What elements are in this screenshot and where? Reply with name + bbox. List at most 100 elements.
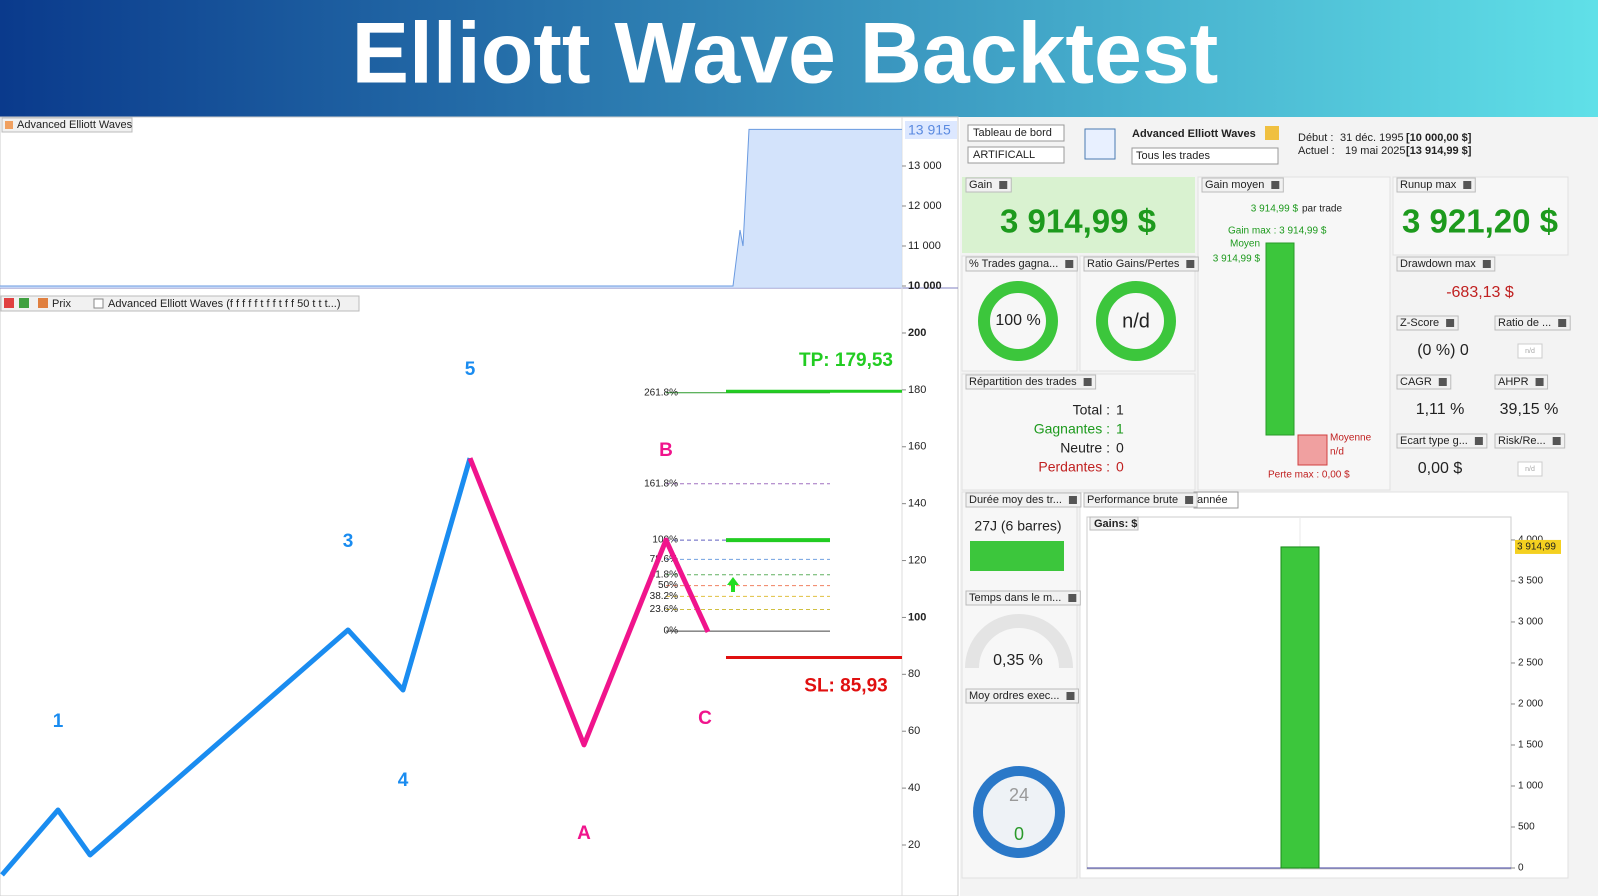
wrench-icon[interactable] [1186,260,1195,268]
icon[interactable] [19,298,29,308]
wrench-icon[interactable] [1083,378,1092,386]
wrench-icon[interactable] [1474,437,1483,445]
y-tick-label: 180 [908,384,926,396]
loss-avg-value: n/d [1330,447,1344,458]
duration-value: 27J (6 barres) [974,518,1061,534]
runup-value: 3 921,20 $ [1402,203,1558,240]
icon[interactable] [38,298,48,308]
tile-title: Runup max [1400,179,1457,191]
title: Elliott Wave Backtest [352,6,1219,102]
wrench-icon[interactable] [1446,319,1455,327]
fib-label: 50% [658,580,678,591]
now-date: 19 mai 2025 [1345,145,1406,157]
y-tick-label: 2 000 [1518,699,1543,710]
avg-loss-bar [1297,434,1328,466]
y-tick-label: 200 [908,327,926,339]
y-tick-label: 140 [908,498,926,510]
filter-select: Tous les trades [1136,150,1210,162]
correction-wave [467,457,711,748]
select[interactable] [967,146,1065,164]
select[interactable] [967,124,1065,142]
checkbox[interactable] [93,298,104,309]
y-tick-label: 0 [1518,863,1524,874]
y-tick-label: 40 [908,782,920,794]
tile-title: Ecart type g... [1400,435,1468,447]
split-value: 1 [1116,421,1124,437]
wrench-icon[interactable] [1065,260,1074,268]
loss-max: Perte max : 0,00 $ [1268,470,1350,481]
y-tick-label: 20 [908,839,920,851]
tile-title: Ratio Gains/Pertes [1087,258,1180,270]
wrench-icon[interactable] [1271,181,1280,189]
tile-title: Z-Score [1400,317,1439,329]
start-capital: [10 000,00 $] [1406,132,1472,144]
axis-title-box [1089,516,1139,531]
tile-tag [1494,433,1566,449]
tile-tag [1396,177,1476,193]
ratio-value: n/d [1122,310,1150,332]
wrench-icon[interactable] [1438,378,1447,386]
header [0,0,1598,117]
wrench-icon[interactable] [1068,594,1077,602]
now-label: Actuel : [1298,145,1335,157]
tile-tag [1494,315,1571,331]
nd-box [1517,343,1543,359]
wrench-icon[interactable] [1558,319,1567,327]
wrench-icon[interactable] [1552,437,1561,445]
fib-label: 61.8% [650,569,678,580]
gain-value: 3 914,99 $ [1000,203,1156,240]
fib-label: 23.6% [650,604,678,615]
y-tick-label: 2 500 [1518,658,1543,669]
fib-label: 161.8% [644,478,678,489]
report-icon[interactable] [1084,128,1116,160]
tile-title: Ratio de ... [1498,317,1551,329]
y-tick-label: 80 [908,668,920,680]
split-value: 1 [1116,402,1124,418]
select[interactable] [1131,147,1279,165]
tile-tag [1396,374,1452,390]
value-label-box [1515,539,1561,554]
winrate-ring [978,281,1058,361]
indicator-label: Advanced Elliott Waves (f f f f f t f f … [108,298,341,310]
wrench-icon[interactable] [1535,378,1544,386]
avg-label: Moyen [1230,239,1260,250]
tile-title: Drawdown max [1400,258,1476,270]
stdev-value: 0,00 $ [1418,460,1463,477]
nd-box [1517,461,1543,477]
y-tick-label: 1 500 [1518,740,1543,751]
tp-label: TP: 179,53 [799,350,893,371]
wave-label: A [577,823,591,844]
icon[interactable] [4,298,14,308]
y-tick-label: 100 [908,611,926,623]
tile-title: AHPR [1498,376,1529,388]
wrench-icon[interactable] [1482,260,1491,268]
wrench-icon[interactable] [1463,181,1472,189]
tile-tag [965,688,1079,704]
edit-icon[interactable] [1265,126,1279,140]
clock-mid: 0 [1014,824,1024,844]
y-tick-label: 13 000 [908,160,942,172]
wrench-icon[interactable] [999,181,1008,189]
tile-title: Moy ordres exec... [969,690,1059,702]
view-select: Tableau de bord [973,127,1052,139]
tile-tag [965,374,1097,390]
y-tick-label: 11 000 [908,240,941,252]
last-value: 13 915 [908,122,951,138]
wrench-icon[interactable] [1068,496,1077,504]
symbol-select: ARTIFICALL [973,149,1035,161]
cagr-value: 1,11 % [1416,401,1465,418]
wrench-icon[interactable] [1185,496,1194,504]
wave-label: 3 [343,531,354,552]
y-tick-label: 1 000 [1518,781,1543,792]
y-tick-label: 3 000 [1518,617,1543,628]
avg-unit: par trade [1302,204,1342,215]
y-tick-label: 120 [908,554,926,566]
y-tick-label: 160 [908,441,926,453]
wave-label: 1 [53,711,64,732]
exposure-gauge [965,614,1073,669]
perf-axis-title: Gains: $ [1094,518,1137,530]
avg-label-value: 3 914,99 $ [1213,254,1261,265]
wrench-icon[interactable] [1066,692,1075,700]
drawdown-value: -683,13 $ [1446,284,1514,301]
equity-line [0,128,902,287]
